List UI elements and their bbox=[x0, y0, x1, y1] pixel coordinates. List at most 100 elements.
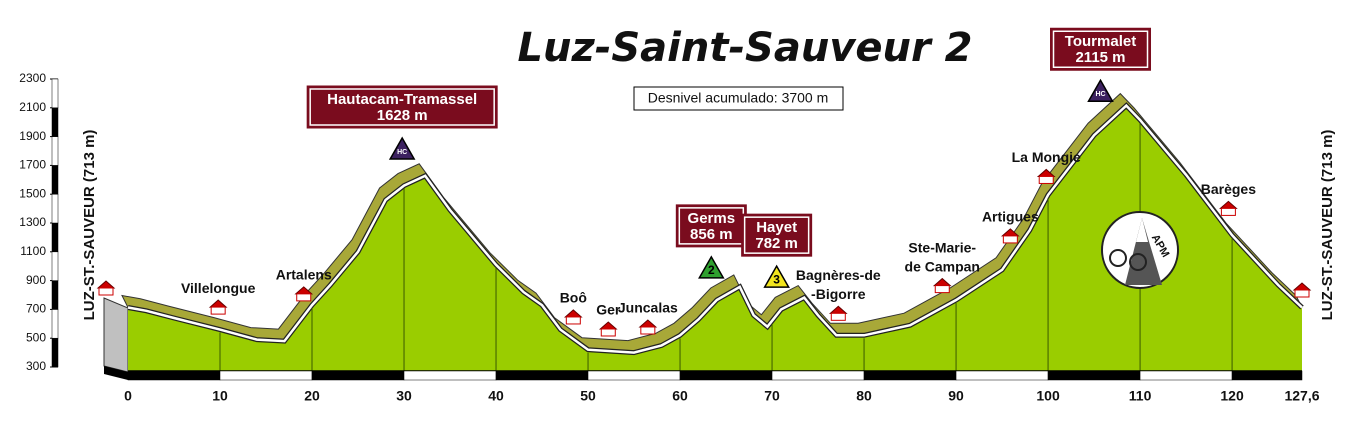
town-roof bbox=[96, 280, 116, 289]
x-axis-segment bbox=[1139, 370, 1233, 381]
climb-triangle bbox=[388, 136, 416, 160]
town-icon bbox=[96, 280, 116, 296]
town-label: -Bigorre bbox=[811, 286, 866, 302]
climb-box-inner bbox=[309, 88, 495, 126]
town-label: Villelongue bbox=[181, 280, 256, 296]
y-axis-segment bbox=[51, 107, 59, 137]
town-label: Ste-Marie- bbox=[908, 239, 976, 255]
x-axis-segment bbox=[955, 370, 1049, 381]
climb-category: 2 bbox=[708, 263, 715, 277]
x-tick-label: 110 bbox=[1129, 388, 1152, 404]
x-tick-label: 60 bbox=[672, 388, 688, 404]
x-tick-label: 40 bbox=[488, 388, 504, 404]
x-axis-segment bbox=[1231, 370, 1303, 381]
y-tick-label: 1100 bbox=[20, 244, 46, 258]
climb-height: 856 m bbox=[690, 226, 733, 243]
climb-height: 1628 m bbox=[377, 107, 428, 124]
town-label: Artalens bbox=[276, 267, 332, 283]
town-wall bbox=[600, 328, 616, 337]
climb-name: Hayet bbox=[756, 219, 797, 236]
profile-line bbox=[127, 103, 1303, 354]
y-axis-segment bbox=[51, 165, 59, 195]
climb-name: Germs bbox=[688, 210, 736, 227]
x-axis-segment bbox=[127, 370, 221, 381]
chart-title: Luz-Saint-Sauveur 2 bbox=[518, 25, 973, 71]
y-axis-segment bbox=[51, 337, 59, 368]
end-label: LUZ-ST.-SAUVEUR (713 m) bbox=[1319, 130, 1336, 321]
x-axis-segment bbox=[863, 370, 957, 381]
climb-box bbox=[675, 204, 747, 248]
town-wall bbox=[565, 316, 581, 325]
town-roof bbox=[208, 299, 228, 308]
town-icon bbox=[598, 321, 618, 337]
x-tick-label: 127,6 bbox=[1284, 388, 1319, 404]
y-tick-label: 900 bbox=[26, 273, 46, 287]
y-axis-segment bbox=[51, 136, 59, 166]
climb-height: 2115 m bbox=[1075, 49, 1125, 66]
climb-category: 3 bbox=[773, 272, 780, 286]
town-icon bbox=[208, 299, 228, 315]
y-axis-segment bbox=[51, 193, 59, 224]
y-tick-label: 1700 bbox=[19, 158, 46, 172]
town-icon bbox=[638, 319, 658, 335]
town-wall bbox=[1294, 289, 1310, 298]
climb-triangle bbox=[1087, 78, 1114, 103]
start-block-base bbox=[104, 366, 128, 380]
climb-triangle bbox=[698, 255, 725, 279]
y-axis-segment bbox=[51, 280, 59, 310]
climb-category: HC bbox=[1095, 91, 1105, 98]
town-wall bbox=[934, 285, 950, 294]
x-axis-segment bbox=[587, 370, 681, 381]
town-icon bbox=[563, 309, 583, 325]
town-roof bbox=[598, 321, 618, 330]
town-roof bbox=[563, 309, 583, 318]
y-tick-label: 700 bbox=[26, 302, 46, 316]
town-roof bbox=[1219, 200, 1238, 209]
x-axis-segment bbox=[771, 370, 865, 381]
x-axis-segment bbox=[403, 370, 497, 381]
y-axis-segment bbox=[51, 78, 59, 109]
y-axis-segment bbox=[51, 309, 59, 339]
x-tick-label: 50 bbox=[580, 388, 596, 404]
town-wall bbox=[640, 326, 656, 335]
town-roof bbox=[828, 305, 848, 314]
logo: APM bbox=[1101, 211, 1179, 289]
climb-height: 782 m bbox=[755, 235, 798, 252]
town-wall bbox=[1002, 235, 1018, 244]
town-label: Boô bbox=[560, 290, 587, 306]
town-label: Barèges bbox=[1201, 181, 1256, 197]
climb-box-inner bbox=[1052, 30, 1149, 69]
profile-area bbox=[128, 105, 1302, 371]
y-tick-label: 2300 bbox=[19, 71, 46, 85]
town-label: Ger bbox=[596, 302, 621, 318]
x-axis-segment bbox=[679, 370, 773, 381]
start-block bbox=[103, 297, 129, 373]
town-icon bbox=[1001, 228, 1020, 244]
x-axis-segment bbox=[495, 370, 589, 381]
town-icon bbox=[1292, 282, 1312, 298]
town-icon bbox=[1219, 200, 1238, 216]
y-tick-label: 300 bbox=[26, 359, 46, 373]
y-tick-label: 500 bbox=[26, 330, 46, 344]
town-roof bbox=[932, 277, 952, 287]
town-label: Artigues bbox=[982, 209, 1039, 225]
x-axis-segment bbox=[219, 370, 313, 381]
x-axis-segment bbox=[311, 370, 405, 381]
x-tick-label: 20 bbox=[304, 388, 320, 404]
town-icon bbox=[1036, 168, 1056, 184]
y-tick-label: 1300 bbox=[19, 215, 46, 229]
start-label: LUZ-ST.-SAUVEUR (713 m) bbox=[81, 130, 98, 321]
town-label: Juncalas bbox=[618, 300, 678, 316]
climb-name: Hautacam-Tramassel bbox=[327, 91, 477, 108]
x-tick-label: 10 bbox=[212, 388, 228, 404]
town-wall bbox=[1220, 207, 1236, 216]
profile-layer bbox=[121, 92, 1304, 372]
town-wall bbox=[98, 287, 114, 296]
x-tick-label: 120 bbox=[1220, 388, 1244, 404]
x-tick-label: 70 bbox=[764, 388, 780, 404]
town-wall bbox=[296, 293, 312, 302]
x-tick-label: 30 bbox=[396, 388, 412, 404]
annotation: Desnivel acumulado: 3700 m bbox=[648, 90, 829, 106]
x-tick-label: 100 bbox=[1036, 388, 1060, 404]
town-label: La Mongie bbox=[1012, 149, 1081, 165]
